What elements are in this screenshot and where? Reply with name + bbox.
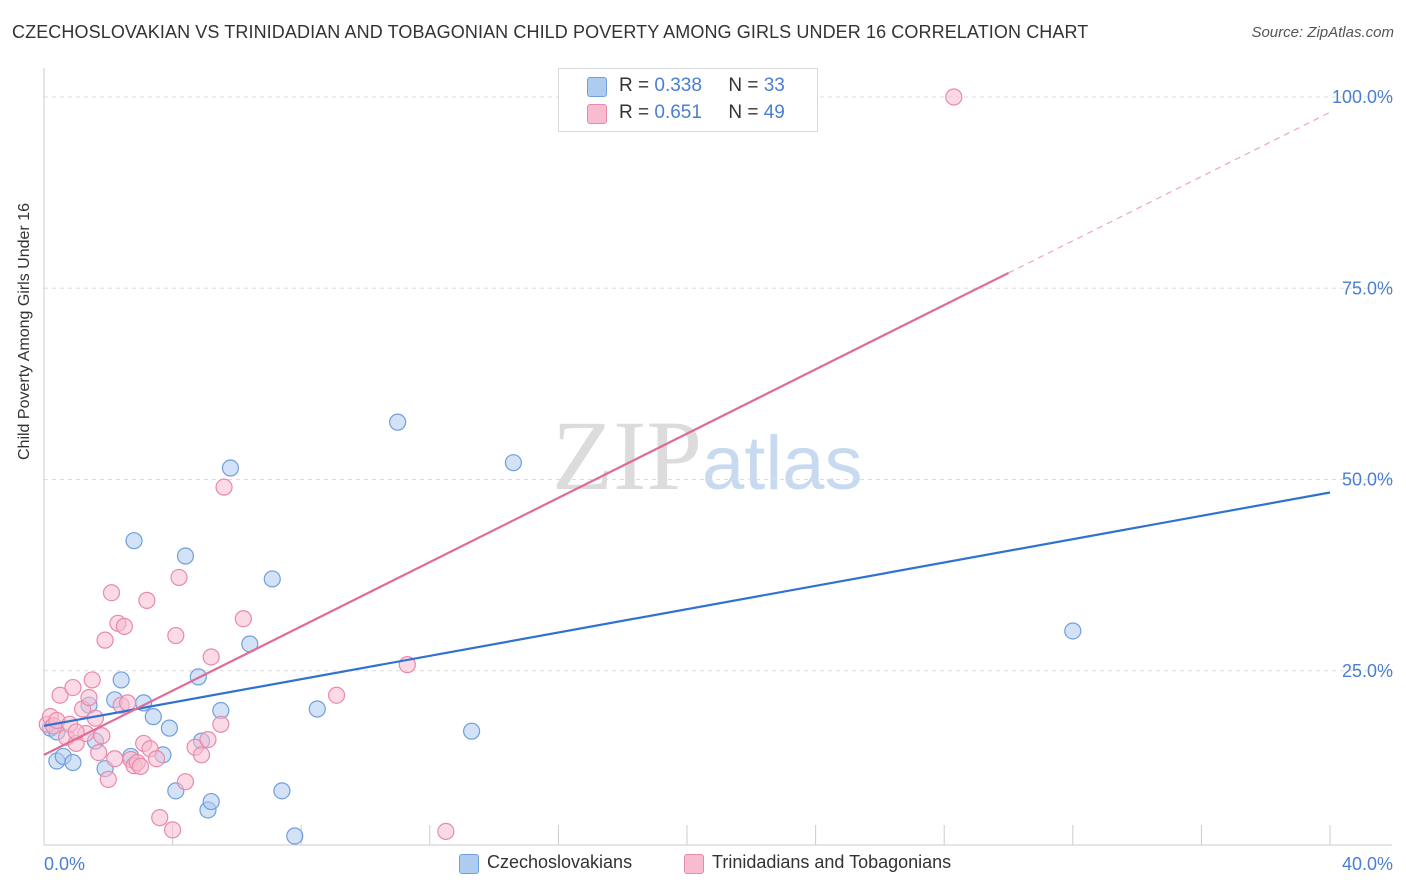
point-trinidadians-12 [83,671,101,689]
watermark-atlas: atlas [702,421,863,506]
y-tick-label-2: 75.0% [1342,278,1393,298]
point-czechoslovakians-22 [221,459,240,477]
point-trinidadians-48 [67,723,85,741]
legend-r-value-2: 0.651 [654,102,702,123]
trendline-trinidadians [43,271,1009,756]
legend-swatch-blue [587,77,607,97]
point-czechoslovakians-27 [308,700,326,718]
trendline-extension-trinidadians [1008,111,1331,274]
watermark-zip: ZIP [552,400,702,511]
point-czechoslovakians-16 [176,547,195,565]
point-trinidadians-41 [212,715,230,733]
point-trinidadians-46 [437,822,455,841]
legend-n-value-2: 49 [763,102,785,123]
point-czechoslovakians-3 [64,753,82,772]
point-czechoslovakians-31 [1064,622,1082,640]
legend-n-value-1: 33 [763,75,785,96]
point-trinidadians-18 [102,584,121,602]
point-czechoslovakians-24 [263,570,281,588]
trendline-czechoslovakians [43,491,1331,727]
y-tick-label-0: 25.0% [1342,661,1393,681]
legend-swatch-pink [587,104,607,124]
chart-title: CZECHOSLOVAKIAN VS TRINIDADIAN AND TOBAG… [12,22,1089,42]
legend-r-label-1: R = [619,75,650,96]
point-czechoslovakians-25 [273,782,291,800]
legend-r-label-2: R = [619,102,650,123]
legend-n-label-1: N = [728,75,759,96]
point-czechoslovakians-29 [462,722,481,740]
point-trinidadians-15 [93,727,111,745]
point-trinidadians-42 [215,478,233,496]
point-trinidadians-33 [164,821,182,839]
point-trinidadians-23 [118,694,137,712]
point-czechoslovakians-8 [112,671,130,689]
point-trinidadians-34 [167,626,185,645]
point-trinidadians-17 [99,770,117,788]
point-czechoslovakians-30 [504,454,522,472]
legend-r-value-1: 0.338 [654,75,702,96]
point-trinidadians-38 [192,746,211,764]
point-trinidadians-19 [106,750,124,768]
point-trinidadians-31 [147,750,166,768]
point-trinidadians-40 [202,648,220,666]
y-tick-label-1: 50.0% [1342,470,1393,490]
y-axis-label: Child Poverty Among Girls Under 16 [16,203,33,460]
legend-n-label-2: N = [728,102,759,123]
point-trinidadians-47 [945,88,963,106]
point-trinidadians-36 [176,773,195,791]
point-czechoslovakians-20 [202,792,220,811]
bottom-legend-label-2: Trinidadians and Tobagonians [712,852,952,872]
bottom-legend-swatch-pink [684,854,704,874]
point-trinidadians-22 [115,617,133,635]
x-tick-label-0: 0.0% [44,854,85,874]
x-tick-label-1: 40.0% [1342,854,1393,874]
point-czechoslovakians-14 [160,719,178,737]
point-trinidadians-11 [80,688,98,707]
point-czechoslovakians-28 [389,413,407,431]
point-czechoslovakians-10 [125,532,143,550]
source-label: Source: ZipAtlas.com [1251,24,1394,41]
point-trinidadians-44 [327,686,346,704]
point-trinidadians-27 [131,757,150,775]
point-czechoslovakians-12 [144,708,162,726]
watermark: ZIPatlas [552,398,863,513]
point-trinidadians-29 [138,591,156,609]
point-trinidadians-39 [199,730,217,749]
point-trinidadians-43 [234,610,252,628]
point-trinidadians-14 [90,744,108,762]
legend: R = 0.338 N = 33 R = 0.651 N = 49 [558,68,818,132]
point-trinidadians-16 [96,631,114,649]
y-tick-label-3: 100.0% [1332,87,1393,107]
bottom-legend-label-1: Czechoslovakians [487,852,633,872]
bottom-legend-swatch-blue [459,854,479,874]
point-trinidadians-32 [151,809,169,827]
point-trinidadians-4 [51,686,69,704]
point-czechoslovakians-26 [286,827,304,845]
point-trinidadians-35 [170,568,188,587]
point-trinidadians-7 [64,678,82,697]
